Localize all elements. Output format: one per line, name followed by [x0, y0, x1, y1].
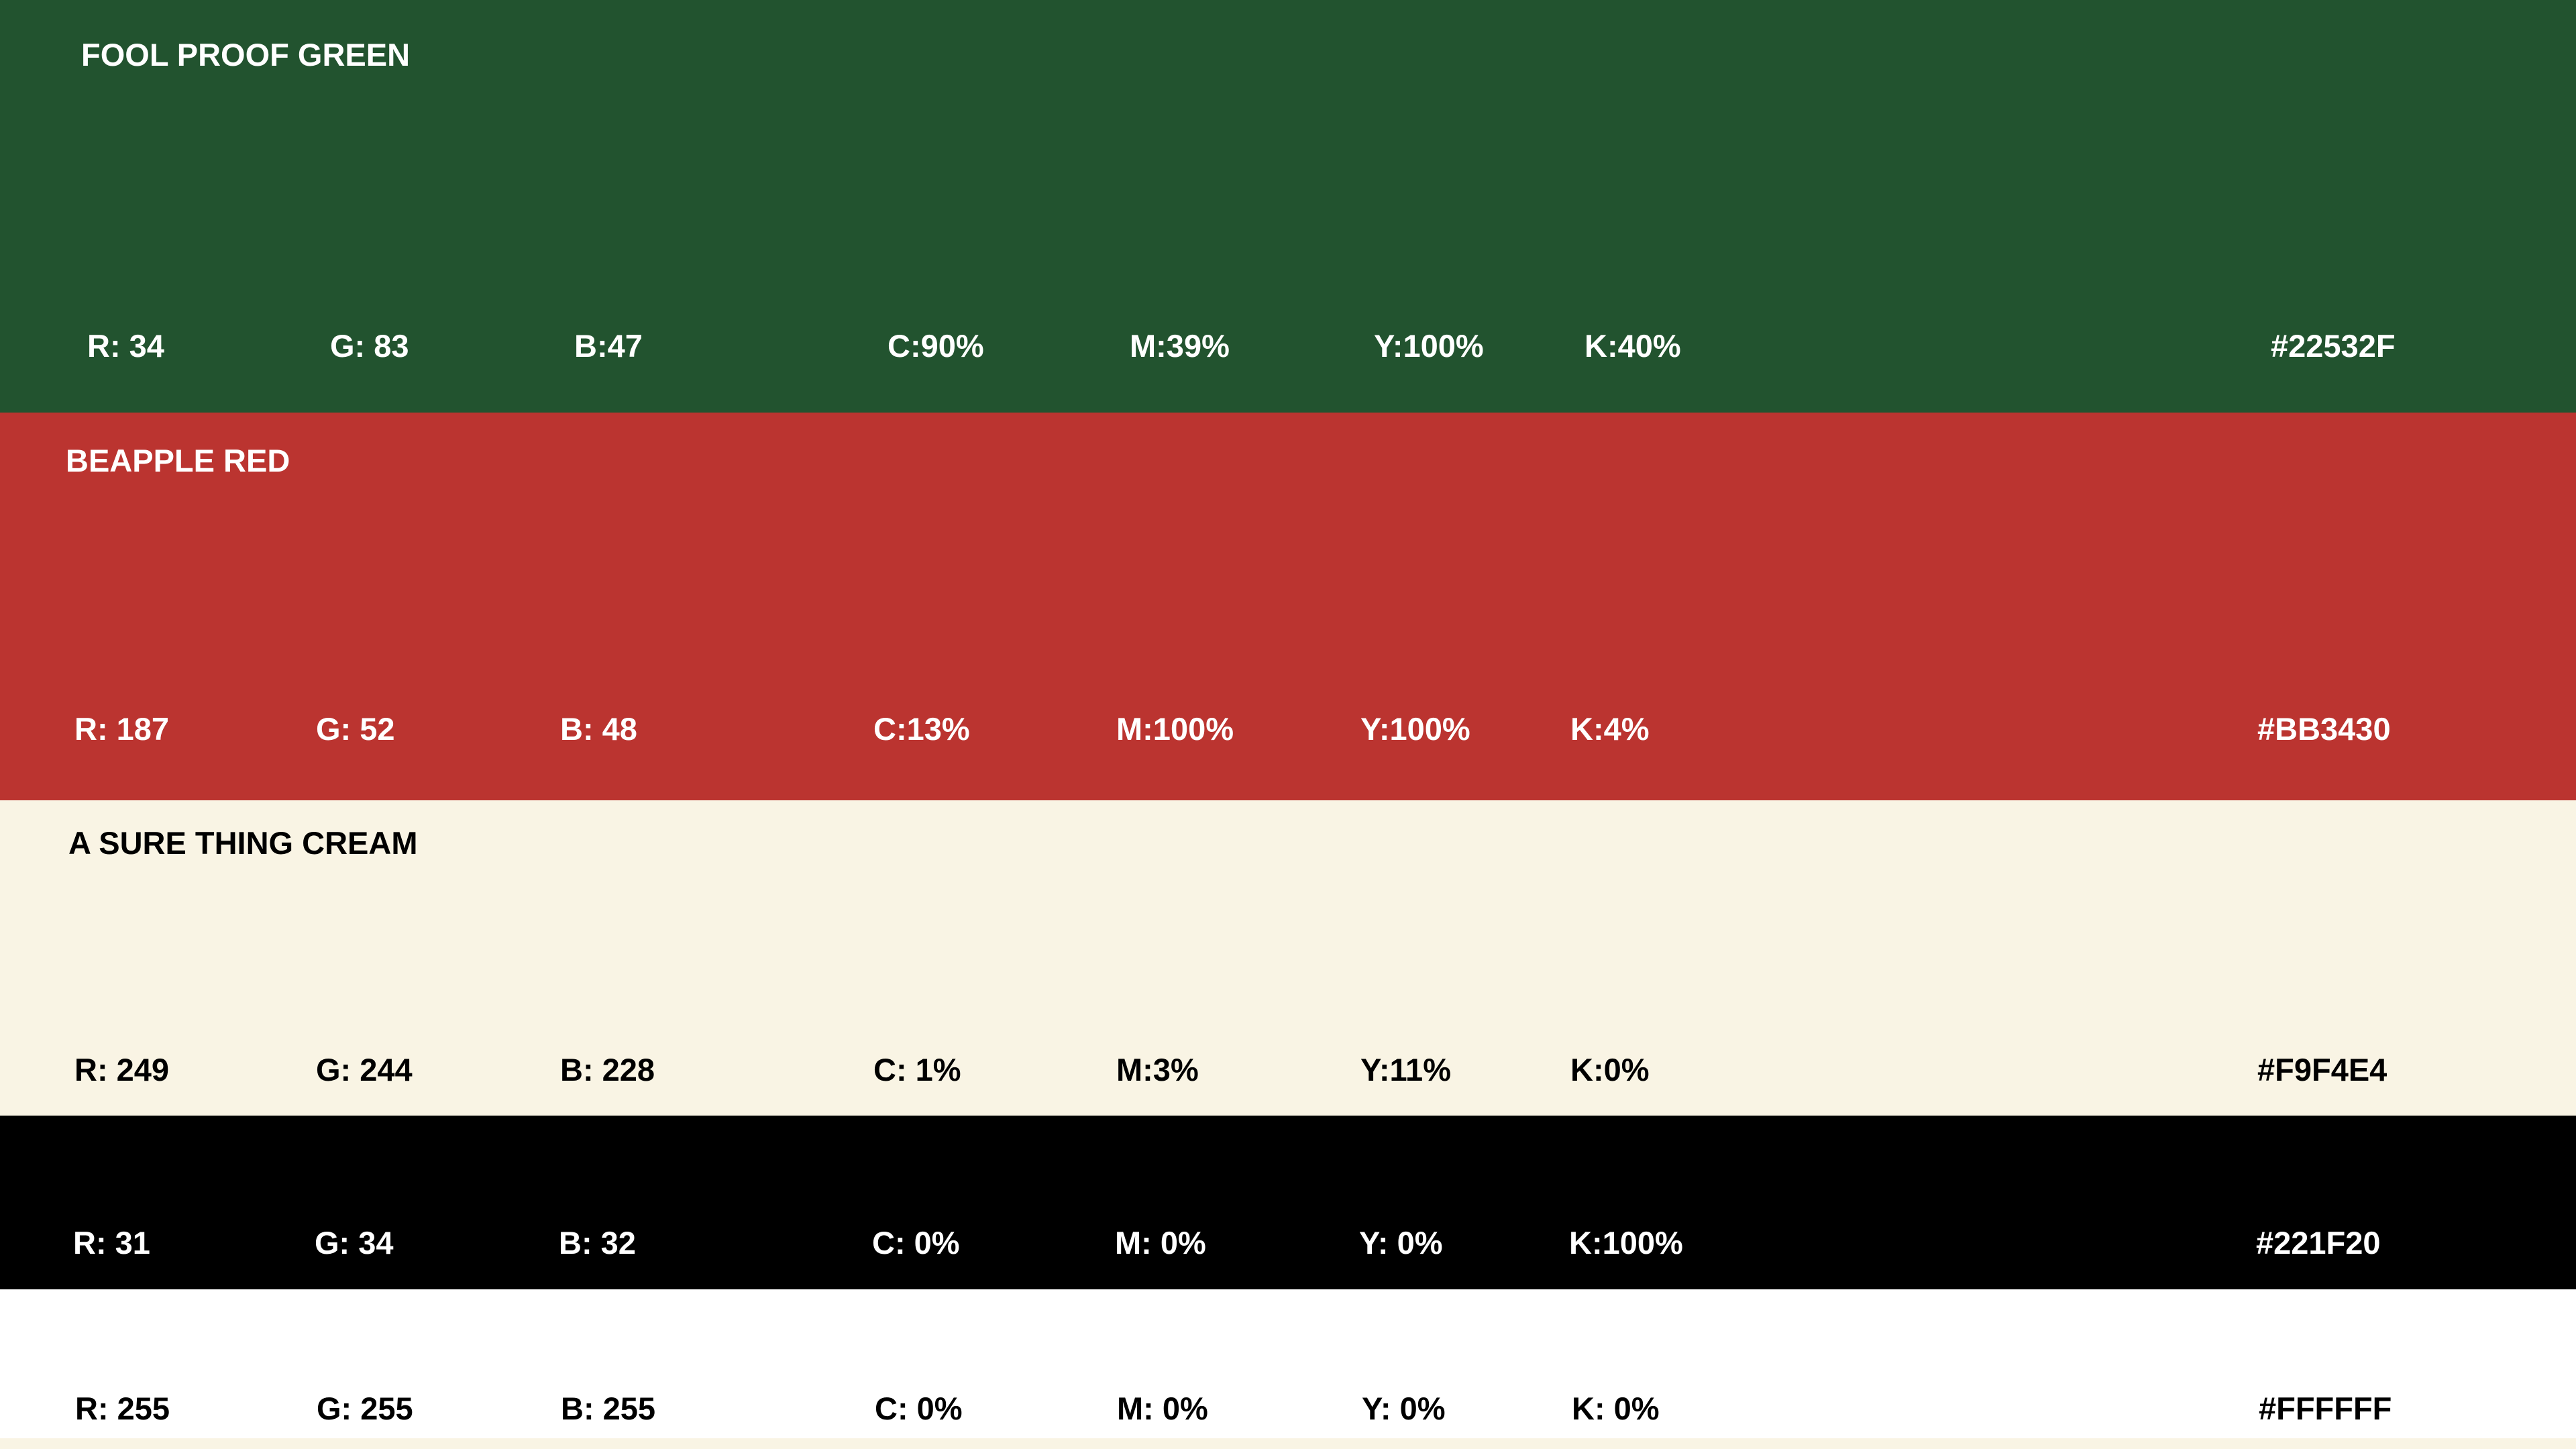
rgb-g-value: G: 52 [316, 711, 395, 747]
hex-value: #22532F [2271, 328, 2396, 364]
swatch-name: A SURE THING CREAM [68, 825, 418, 861]
cmyk-y-value: Y:100% [1374, 328, 1484, 364]
bottom-strip [0, 1438, 2576, 1449]
rgb-r-value: R: 34 [87, 328, 164, 364]
rgb-g-value: G: 255 [317, 1391, 413, 1426]
cmyk-k-value: K: 0% [1572, 1391, 1660, 1426]
swatch-white: R: 255 G: 255 B: 255 C: 0% M: 0% Y: 0% K… [0, 1289, 2576, 1438]
rgb-r-value: R: 187 [74, 711, 170, 747]
hex-value: #BB3430 [2257, 711, 2391, 747]
swatch-a-sure-thing-cream: A SURE THING CREAM R: 249 G: 244 B: 228 … [0, 800, 2576, 1116]
cmyk-m-value: M: 0% [1115, 1225, 1206, 1260]
rgb-b-value: B: 32 [559, 1225, 636, 1260]
cmyk-k-value: K:0% [1570, 1052, 1650, 1087]
swatch-name: BEAPPLE RED [66, 443, 290, 478]
hex-value: #FFFFFF [2259, 1391, 2392, 1426]
cmyk-m-value: M:3% [1116, 1052, 1199, 1087]
rgb-b-value: B: 228 [560, 1052, 655, 1087]
rgb-b-value: B:47 [574, 328, 643, 364]
cmyk-y-value: Y:100% [1360, 711, 1470, 747]
cmyk-m-value: M: 0% [1117, 1391, 1208, 1426]
rgb-r-value: R: 255 [75, 1391, 170, 1426]
cmyk-k-value: K:4% [1570, 711, 1650, 747]
cmyk-m-value: M:39% [1130, 328, 1230, 364]
cmyk-c-value: C: 1% [873, 1052, 961, 1087]
cmyk-y-value: Y: 0% [1359, 1225, 1443, 1260]
hex-value: #F9F4E4 [2257, 1052, 2387, 1087]
rgb-r-value: R: 249 [74, 1052, 170, 1087]
swatch-fool-proof-green: FOOL PROOF GREEN R: 34 G: 83 B:47 C:90% … [0, 0, 2576, 413]
cmyk-y-value: Y:11% [1360, 1052, 1451, 1087]
swatch-black: R: 31 G: 34 B: 32 C: 0% M: 0% Y: 0% K:10… [0, 1116, 2576, 1289]
rgb-g-value: G: 83 [330, 328, 409, 364]
cmyk-c-value: C:90% [888, 328, 984, 364]
rgb-g-value: G: 34 [315, 1225, 394, 1260]
cmyk-c-value: C: 0% [875, 1391, 963, 1426]
swatch-name: FOOL PROOF GREEN [81, 37, 411, 72]
hex-value: #221F20 [2256, 1225, 2381, 1260]
cmyk-y-value: Y: 0% [1362, 1391, 1446, 1426]
rgb-b-value: B: 255 [561, 1391, 656, 1426]
rgb-b-value: B: 48 [560, 711, 637, 747]
cmyk-k-value: K:100% [1569, 1225, 1683, 1260]
cmyk-c-value: C:13% [873, 711, 970, 747]
cmyk-m-value: M:100% [1116, 711, 1234, 747]
cmyk-k-value: K:40% [1585, 328, 1681, 364]
rgb-r-value: R: 31 [73, 1225, 150, 1260]
cmyk-c-value: C: 0% [872, 1225, 960, 1260]
rgb-g-value: G: 244 [316, 1052, 413, 1087]
swatch-beapple-red: BEAPPLE RED R: 187 G: 52 B: 48 C:13% M:1… [0, 413, 2576, 800]
